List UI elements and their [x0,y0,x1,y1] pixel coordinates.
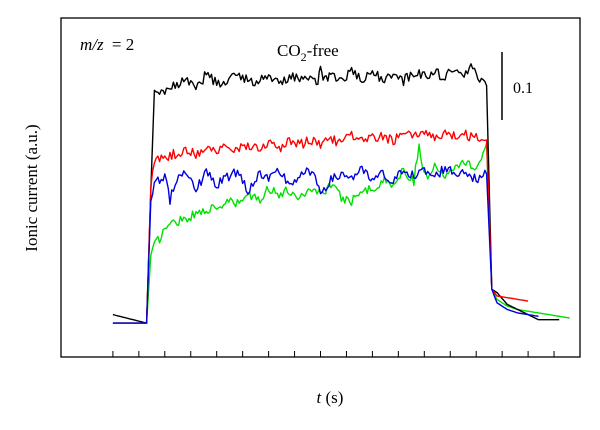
chart-title: CO2-free [277,41,339,64]
title-suffix: -free [307,41,339,60]
title-subscript: 2 [301,50,307,64]
mz-annotation: m/z = 2 [80,35,134,54]
mz-value: = 2 [112,35,134,54]
series-line-0 [112,63,560,324]
series-line-1 [112,129,529,324]
x-axis-label: t (s) [317,388,344,407]
title-main: CO [277,41,301,60]
mz-variable: m/z [80,35,104,54]
x-axis-variable: t [317,388,323,407]
x-axis-unit: (s) [321,388,343,407]
y-axis-label: Ionic current (a.u.) [22,124,41,251]
series-line-3 [112,165,539,324]
x-axis-ticks [112,351,555,357]
series-layer [112,63,570,324]
scale-bar-label: 0.1 [513,80,533,97]
